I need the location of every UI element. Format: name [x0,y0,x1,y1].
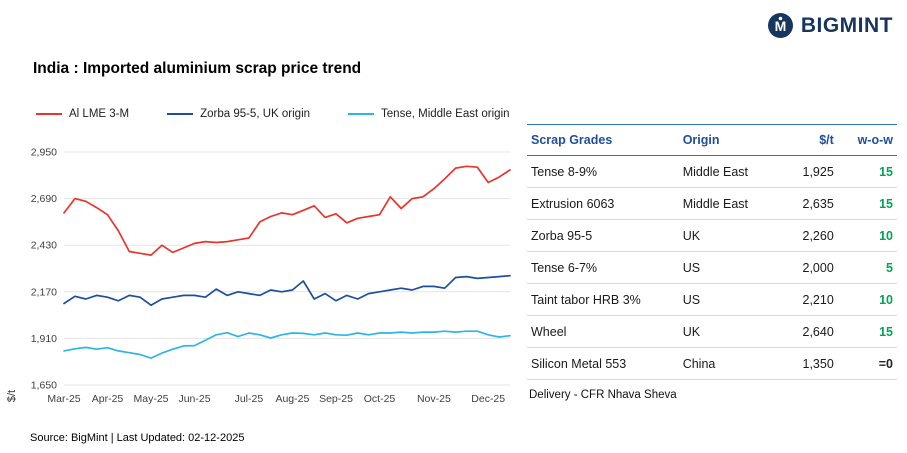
svg-text:Jul-25: Jul-25 [235,393,264,405]
brand-name: BIGMINT [800,13,893,37]
price-cell: 2,635 [778,187,838,220]
y-axis-label: $/t [6,389,19,403]
line-chart-svg: 1,650 1,910 2,170 2,430 2,690 2,950 Mar-25 Apr-… [31,147,511,405]
scrap-price-table-section: Scrap Grades Origin $/t w-o-w Tense 8-9%… [527,124,897,401]
header-price: $/t [778,124,838,156]
svg-text:1,910: 1,910 [31,333,57,345]
svg-text:Oct-25: Oct-25 [364,393,396,405]
table-header-row: Scrap Grades Origin $/t w-o-w [527,124,897,156]
origin-cell: China [678,347,779,380]
grade-cell: Zorba 95-5 [527,219,679,252]
wow-cell: =0 [837,347,897,380]
legend-item: Tense, Middle East origin [348,108,510,120]
legend-swatch-darkblue [167,112,194,116]
legend-item: Zorba 95-5, UK origin [167,108,310,120]
header-origin: Origin [678,124,779,156]
svg-text:2,690: 2,690 [31,193,57,205]
table-row: Zorba 95-5 UK 2,260 10 [527,219,897,252]
grade-cell: Taint tabor HRB 3% [527,283,679,316]
table-row: Tense 8-9% Middle East 1,925 15 [527,155,897,188]
price-cell: 2,210 [778,283,838,316]
svg-text:2,430: 2,430 [31,240,57,252]
grade-cell: Wheel [527,315,679,348]
wow-cell: 10 [837,283,897,316]
svg-text:Aug-25: Aug-25 [275,393,309,405]
header-scrap-grades: Scrap Grades [527,124,679,156]
scrap-price-table: Scrap Grades Origin $/t w-o-w Tense 8-9%… [527,124,897,380]
page-title: India : Imported aluminium scrap price t… [33,60,362,77]
grade-cell: Silicon Metal 553 [527,347,679,380]
chart-legend: Al LME 3-M Zorba 95-5, UK origin Tense, … [36,108,510,120]
wow-cell: 15 [837,315,897,348]
legend-swatch-red [36,112,62,116]
wow-cell: 15 [837,187,897,220]
origin-cell: US [678,283,779,316]
bigmint-logo-icon: M [767,13,793,38]
svg-text:Sep-25: Sep-25 [319,393,353,405]
svg-text:Apr-25: Apr-25 [92,393,124,405]
price-cell: 1,350 [778,347,838,380]
origin-cell: UK [678,315,779,348]
table-row: Silicon Metal 553 China 1,350 =0 [527,347,897,380]
svg-text:M: M [775,18,787,34]
source-footer: Source: BigMint | Last Updated: 02-12-20… [30,432,245,444]
table-row: Tense 6-7% US 2,000 5 [527,251,897,284]
price-cell: 1,925 [778,155,838,188]
price-cell: 2,000 [778,251,838,284]
origin-cell: Middle East [678,155,779,188]
origin-cell: UK [678,219,779,252]
grade-cell: Tense 8-9% [527,155,679,188]
svg-text:2,950: 2,950 [31,147,57,159]
wow-cell: 15 [837,155,897,188]
grade-cell: Tense 6-7% [527,251,679,284]
table-row: Taint tabor HRB 3% US 2,210 10 [527,283,897,316]
price-cell: 2,640 [778,315,838,348]
price-cell: 2,260 [778,219,838,252]
legend-label: Zorba 95-5, UK origin [200,108,311,120]
wow-cell: 5 [837,251,897,284]
svg-text:2,170: 2,170 [31,286,57,298]
delivery-note: Delivery - CFR Nhava Sheva [529,389,677,401]
svg-text:May-25: May-25 [133,393,168,405]
table-row: Extrusion 6063 Middle East 2,635 15 [527,187,897,220]
wow-cell: 10 [837,219,897,252]
svg-text:1,650: 1,650 [31,380,57,392]
origin-cell: Middle East [678,187,779,220]
svg-text:Dec-25: Dec-25 [471,393,505,405]
svg-text:Mar-25: Mar-25 [47,393,80,405]
legend-label: Tense, Middle East origin [381,108,510,120]
header-wow: w-o-w [837,124,897,156]
legend-label: Al LME 3-M [69,108,130,120]
legend-swatch-lightblue [348,112,375,116]
origin-cell: US [678,251,779,284]
svg-text:Nov-25: Nov-25 [417,393,451,405]
svg-text:Jun-25: Jun-25 [178,393,210,405]
legend-item: Al LME 3-M [36,108,129,120]
grade-cell: Extrusion 6063 [527,187,679,220]
table-row: Wheel UK 2,640 15 [527,315,897,348]
price-trend-chart: $/t 1,650 1,910 2,170 2,430 2,690 2,950 Mar-25… [6,138,516,410]
brand-logo: M BIGMINT [767,12,893,39]
